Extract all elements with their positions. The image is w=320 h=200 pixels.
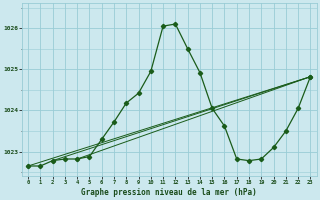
X-axis label: Graphe pression niveau de la mer (hPa): Graphe pression niveau de la mer (hPa) bbox=[81, 188, 257, 197]
